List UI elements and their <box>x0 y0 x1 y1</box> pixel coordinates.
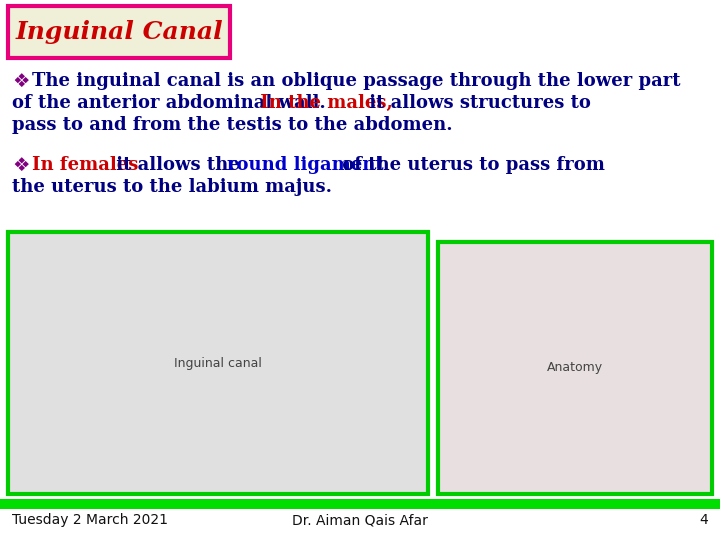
Text: Inguinal Canal: Inguinal Canal <box>15 20 222 44</box>
Text: The inguinal canal is an oblique passage through the lower part: The inguinal canal is an oblique passage… <box>32 72 680 90</box>
Text: In the males,: In the males, <box>253 94 392 112</box>
Text: 4: 4 <box>699 513 708 527</box>
Text: the uterus to the labium majus.: the uterus to the labium majus. <box>12 178 332 196</box>
Text: pass to and from the testis to the abdomen.: pass to and from the testis to the abdom… <box>12 116 453 134</box>
Text: ❖: ❖ <box>12 72 30 91</box>
Text: Dr. Aiman Qais Afar: Dr. Aiman Qais Afar <box>292 513 428 527</box>
Text: round ligament: round ligament <box>227 156 384 174</box>
Text: it allows the: it allows the <box>110 156 246 174</box>
Text: Inguinal canal: Inguinal canal <box>174 356 262 369</box>
Text: of the anterior abdominal wall.: of the anterior abdominal wall. <box>12 94 325 112</box>
Bar <box>438 242 712 494</box>
Text: Anatomy: Anatomy <box>547 361 603 375</box>
Text: Tuesday 2 March 2021: Tuesday 2 March 2021 <box>12 513 168 527</box>
Bar <box>0 499 720 509</box>
Text: ❖: ❖ <box>12 156 30 175</box>
Text: it allows structures to: it allows structures to <box>363 94 591 112</box>
Bar <box>8 232 428 494</box>
Text: of the uterus to pass from: of the uterus to pass from <box>336 156 605 174</box>
Bar <box>8 6 230 58</box>
Text: In females: In females <box>32 156 138 174</box>
